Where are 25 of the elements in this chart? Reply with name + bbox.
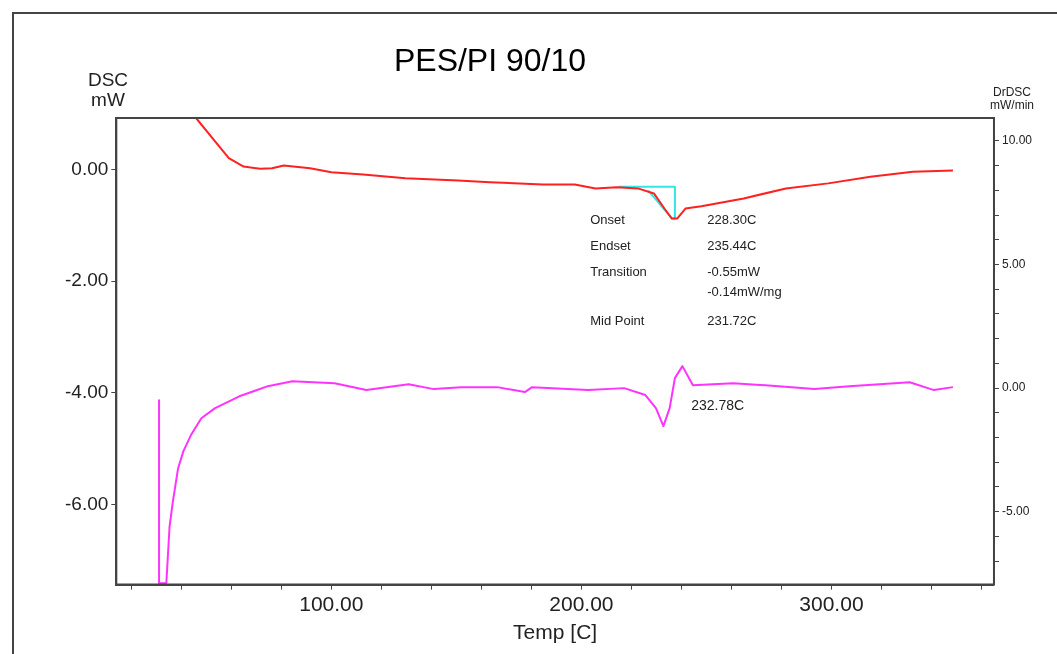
y2-tick-label: 10.00: [1001, 133, 1033, 148]
y-tick-label: -2.00: [64, 269, 109, 291]
annotation: 231.72C: [707, 312, 757, 328]
y2-tick-label: -5.00: [1001, 504, 1030, 519]
annotation: Onset: [590, 211, 626, 227]
y2-axis-title: DrDSC mW/min: [989, 85, 1035, 112]
annotation: Transition: [590, 263, 647, 279]
y-tick-label: -4.00: [64, 381, 109, 403]
annotation: -0.55mW: [707, 263, 761, 279]
annotation: Mid Point: [590, 312, 645, 328]
x-tick-label: 300.00: [799, 592, 864, 615]
annotation: -0.14mW/mg: [707, 284, 782, 300]
y-axis-title: DSC mW: [86, 69, 130, 110]
y-tick-label: 0.00: [71, 157, 109, 179]
annotation: 235.44C: [707, 237, 757, 253]
annotation: 232.78C: [691, 396, 745, 413]
x-axis-title: Temp [C]: [513, 620, 598, 644]
x-tick-label: 100.00: [299, 592, 364, 615]
x-tick-label: 200.00: [549, 592, 614, 615]
y-tick-label: -6.00: [64, 492, 109, 514]
annotation: 228.30C: [707, 211, 757, 227]
y2-tick-label: 5.00: [1001, 256, 1026, 271]
y2-tick-label: 0.00: [1001, 380, 1026, 395]
annotation: Endset: [590, 237, 632, 253]
chart-title: PES/PI 90/10: [392, 42, 588, 79]
